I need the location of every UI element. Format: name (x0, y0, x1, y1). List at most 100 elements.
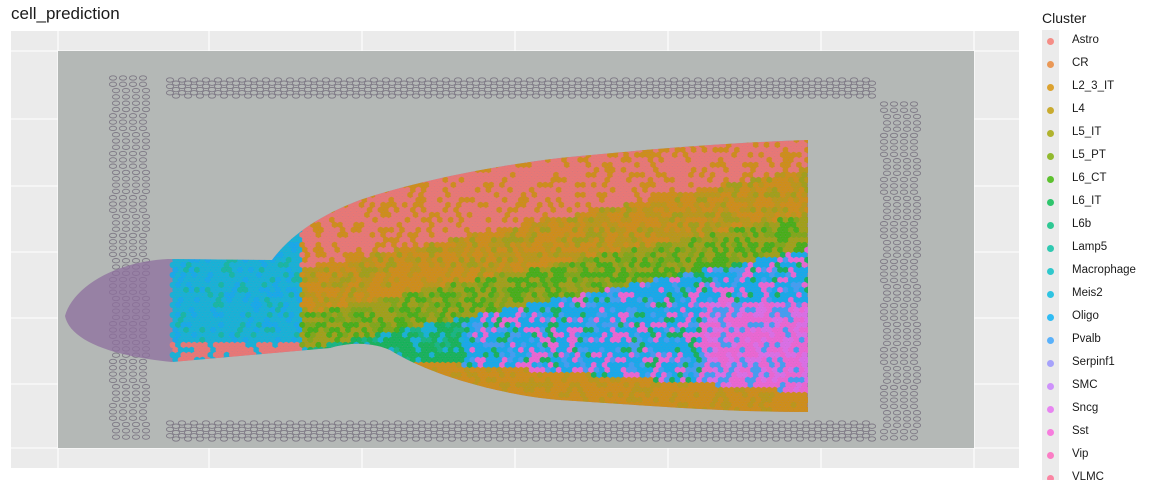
cell-spot (747, 161, 754, 169)
fiducial-marker (882, 170, 892, 176)
fiducial-marker (128, 195, 138, 201)
fiducial-marker (882, 158, 892, 164)
fiducial-marker (902, 340, 912, 347)
cell-spot (634, 151, 641, 159)
fiducial-marker (183, 93, 193, 99)
fiducial-marker (882, 246, 892, 252)
fiducial-marker (902, 284, 912, 290)
fiducial-marker (879, 428, 889, 435)
fiducial-marker (807, 436, 817, 442)
fiducial-marker (711, 86, 721, 93)
fiducial-marker (825, 83, 835, 90)
fiducial-marker (892, 164, 902, 170)
cell-spot (766, 146, 773, 154)
fiducial-marker (861, 83, 871, 90)
fiducial-marker (177, 83, 187, 90)
fiducial-marker (387, 80, 397, 86)
fiducial-marker (249, 83, 259, 90)
fiducial-marker (771, 86, 781, 93)
fiducial-marker (879, 359, 889, 365)
fiducial-marker (171, 436, 181, 442)
fiducial-marker (219, 86, 229, 93)
fiducial-marker (138, 113, 148, 119)
plot-area (11, 31, 1019, 468)
fiducial-marker (108, 207, 118, 213)
fiducial-marker (363, 429, 373, 436)
fiducial-marker (609, 83, 619, 90)
fiducial-marker (807, 429, 817, 436)
fiducial-marker (912, 195, 922, 202)
fiducial-marker (777, 90, 787, 96)
fiducial-marker (108, 402, 118, 409)
fiducial-marker (131, 188, 141, 195)
fiducial-marker (118, 163, 128, 169)
fiducial-marker (489, 426, 499, 433)
fiducial-marker (261, 90, 271, 96)
fiducial-marker (639, 423, 649, 429)
cell-spot (526, 161, 533, 169)
cell-spot (728, 146, 735, 154)
fiducial-marker (681, 426, 691, 433)
fiducial-marker (771, 429, 781, 436)
fiducial-marker (627, 429, 637, 436)
fiducial-marker (889, 176, 899, 183)
fiducial-marker (892, 378, 902, 384)
fiducial-marker (465, 433, 475, 439)
fiducial-marker (453, 90, 463, 96)
fiducial-marker (879, 347, 889, 353)
fiducial-marker (351, 93, 361, 99)
fiducial-marker (741, 90, 751, 96)
cell-spot (693, 161, 700, 169)
fiducial-marker (441, 420, 451, 426)
fiducial-marker (327, 436, 337, 442)
fiducial-marker (813, 426, 823, 433)
fiducial-marker (882, 126, 892, 132)
fiducial-marker (138, 75, 148, 81)
fiducial-marker (381, 433, 391, 439)
fiducial-marker (902, 378, 912, 384)
fiducial-marker (297, 90, 307, 96)
fiducial-marker (561, 433, 571, 439)
fiducial-marker (567, 429, 577, 436)
cell-spot (685, 146, 692, 154)
fiducial-marker (363, 93, 373, 99)
cell-spot (777, 146, 784, 154)
cell-spot (709, 161, 716, 169)
fiducial-marker (399, 80, 409, 86)
fiducial-marker (531, 80, 541, 86)
fiducial-marker (882, 328, 892, 334)
fiducial-marker (831, 423, 841, 429)
fiducial-marker (483, 429, 493, 436)
fiducial-marker (912, 158, 922, 164)
fiducial-marker (339, 86, 349, 93)
fiducial-marker (681, 83, 691, 90)
fiducial-marker (889, 233, 899, 239)
fiducial-marker (131, 182, 141, 188)
fiducial-marker (108, 371, 118, 377)
fiducial-marker (889, 309, 899, 315)
cell-spot (669, 146, 676, 154)
fiducial-marker (108, 157, 118, 163)
fiducial-marker (111, 434, 121, 440)
fiducial-marker (243, 423, 253, 429)
fiducial-marker (285, 426, 295, 433)
fiducial-marker (912, 170, 922, 176)
fiducial-marker (243, 80, 253, 86)
fiducial-markers (108, 75, 922, 442)
fiducial-marker (249, 426, 259, 433)
fiducial-marker (249, 77, 259, 83)
fiducial-marker (519, 429, 529, 436)
fiducial-marker (108, 119, 118, 125)
fiducial-marker (483, 423, 493, 429)
fiducial-marker (118, 358, 128, 365)
fiducial-marker (579, 80, 589, 86)
fiducial-marker (459, 93, 469, 99)
fiducial-marker (393, 433, 403, 439)
cell-spot (547, 161, 554, 169)
fiducial-marker (118, 232, 128, 239)
fiducial-marker (213, 433, 223, 439)
fiducial-marker (651, 93, 661, 99)
fiducial-marker (603, 93, 613, 99)
cell-spot (690, 156, 697, 164)
fiducial-marker (882, 202, 892, 208)
